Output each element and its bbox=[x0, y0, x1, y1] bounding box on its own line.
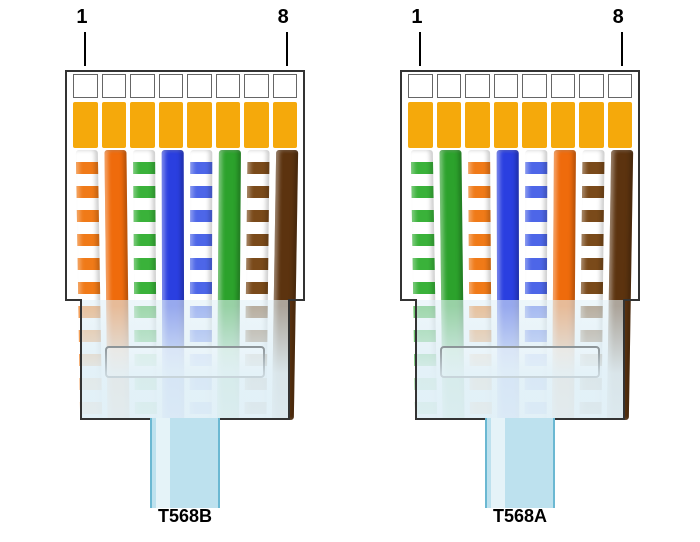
body-step bbox=[623, 299, 640, 301]
pin-slot bbox=[159, 74, 184, 98]
pin-slot bbox=[579, 74, 604, 98]
pin-slot bbox=[102, 74, 127, 98]
body-step bbox=[288, 299, 305, 301]
gold-contact bbox=[102, 102, 127, 148]
pin-slot bbox=[73, 74, 98, 98]
cable-highlight-icon bbox=[156, 418, 170, 508]
pin-slot bbox=[408, 74, 433, 98]
gold-contact bbox=[73, 102, 98, 148]
gold-contact bbox=[437, 102, 462, 148]
gold-contact bbox=[273, 102, 298, 148]
gold-contact bbox=[408, 102, 433, 148]
gold-contact bbox=[494, 102, 519, 148]
gold-contacts bbox=[73, 102, 297, 148]
pin-slot bbox=[130, 74, 155, 98]
pin-8-label: 8 bbox=[613, 6, 624, 29]
wires bbox=[73, 150, 297, 300]
gold-contact bbox=[579, 102, 604, 148]
pin-slot bbox=[187, 74, 212, 98]
tick-line bbox=[419, 32, 421, 66]
gold-contact bbox=[244, 102, 269, 148]
connector-caption: T568B bbox=[45, 506, 325, 527]
pin-labels: 18 bbox=[45, 6, 325, 70]
gold-contact bbox=[551, 102, 576, 148]
gold-contacts bbox=[408, 102, 632, 148]
body-step bbox=[400, 299, 417, 301]
pin-slots bbox=[408, 74, 632, 98]
cable-jacket bbox=[485, 418, 555, 508]
gold-contact bbox=[216, 102, 241, 148]
pin-slots bbox=[73, 74, 297, 98]
gold-contact bbox=[159, 102, 184, 148]
pin-slot bbox=[273, 74, 298, 98]
connector-left: 18T568B bbox=[45, 6, 325, 536]
fade-overlay-icon bbox=[82, 306, 288, 418]
pin-slot bbox=[244, 74, 269, 98]
plug-body bbox=[65, 70, 305, 300]
tick-line bbox=[286, 32, 288, 66]
gold-contact bbox=[465, 102, 490, 148]
rj45-pinout-diagram: 18T568B18T568A bbox=[0, 0, 700, 542]
pin-8-label: 8 bbox=[278, 6, 289, 29]
pin-slot bbox=[608, 74, 633, 98]
connector-right: 18T568A bbox=[380, 6, 660, 536]
wires bbox=[408, 150, 632, 300]
connector-caption: T568A bbox=[380, 506, 660, 527]
cable-jacket bbox=[150, 418, 220, 508]
fade-overlay-icon bbox=[417, 306, 623, 418]
gold-contact bbox=[522, 102, 547, 148]
pin-slot bbox=[494, 74, 519, 98]
cable-highlight-icon bbox=[491, 418, 505, 508]
pin-1-label: 1 bbox=[411, 6, 422, 29]
gold-contact bbox=[130, 102, 155, 148]
gold-contact bbox=[187, 102, 212, 148]
pin-labels: 18 bbox=[380, 6, 660, 70]
tick-line bbox=[84, 32, 86, 66]
tick-line bbox=[621, 32, 623, 66]
pin-1-label: 1 bbox=[76, 6, 87, 29]
pin-slot bbox=[465, 74, 490, 98]
pin-slot bbox=[551, 74, 576, 98]
plug-body bbox=[400, 70, 640, 300]
body-step bbox=[65, 299, 82, 301]
pin-slot bbox=[216, 74, 241, 98]
pin-slot bbox=[437, 74, 462, 98]
gold-contact bbox=[608, 102, 633, 148]
pin-slot bbox=[522, 74, 547, 98]
